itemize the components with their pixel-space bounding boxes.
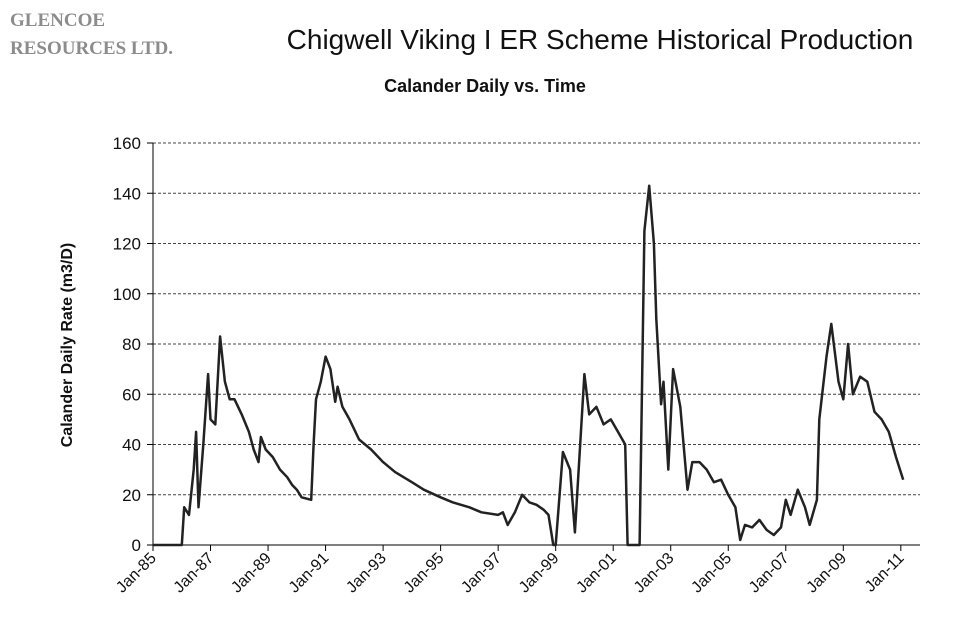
x-tick-label: Jan-01 — [573, 550, 620, 597]
x-tick-label: Jan-93 — [343, 550, 390, 597]
chart-subtitle: Calander Daily vs. Time — [384, 76, 586, 96]
x-tick-label: Jan-99 — [516, 550, 563, 597]
x-tick-label: Jan-05 — [688, 550, 735, 597]
x-tick-label: Jan-85 — [113, 550, 160, 597]
x-tick-label: Jan-87 — [171, 550, 218, 597]
y-tick-label: 0 — [132, 536, 141, 555]
y-tick-label: 100 — [113, 285, 141, 304]
y-tick-label: 120 — [113, 235, 141, 254]
chart-title: Chigwell Viking I ER Scheme Historical P… — [287, 24, 914, 55]
x-tick-label: Jan-89 — [228, 550, 275, 597]
x-tick-label: Jan-91 — [286, 550, 333, 597]
x-tick-label: Jan-11 — [862, 550, 908, 596]
logo-line: GLENCOE — [10, 10, 105, 31]
y-tick-label: 20 — [122, 486, 141, 505]
y-axis-label: Calander Daily Rate (m3/D) — [59, 243, 76, 448]
x-tick-label: Jan-09 — [804, 550, 851, 597]
y-tick-label: 60 — [122, 385, 141, 404]
y-tick-label: 80 — [122, 335, 141, 354]
x-tick-label: Jan-95 — [401, 550, 448, 597]
logo-line: RESOURCES LTD. — [10, 38, 173, 59]
series-line — [153, 184, 905, 547]
y-tick-label: 160 — [113, 134, 141, 153]
y-tick-label: 40 — [122, 436, 141, 455]
x-tick-label: Jan-03 — [631, 550, 678, 597]
x-tick-label: Jan-07 — [746, 550, 793, 597]
x-tick-label: Jan-97 — [458, 550, 505, 597]
y-tick-label: 140 — [113, 184, 141, 203]
